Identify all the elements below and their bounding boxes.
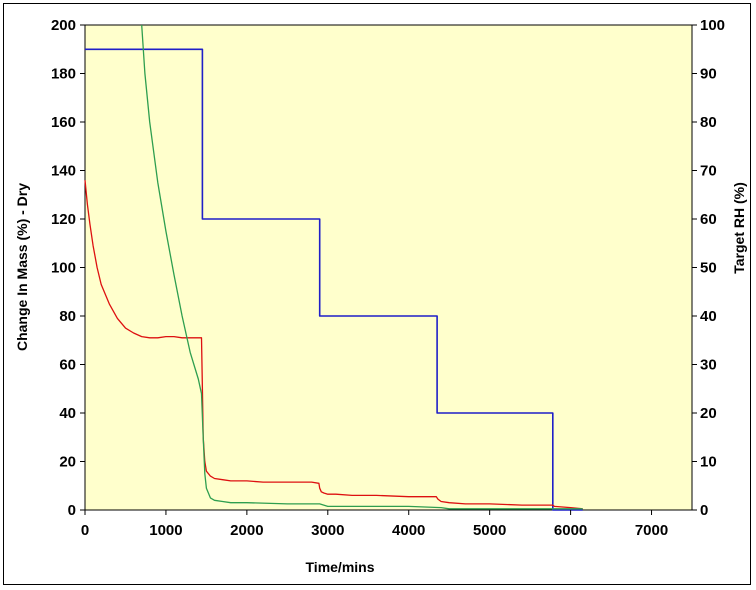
series-line-0 bbox=[85, 48, 583, 511]
y-right-tick-label: 0 bbox=[700, 502, 708, 519]
x-tick-label: 6000 bbox=[554, 522, 587, 539]
y-left-tick-label: 120 bbox=[51, 211, 76, 228]
y-right-tick-label: 50 bbox=[700, 260, 717, 277]
y-right-tick-label: 60 bbox=[700, 211, 717, 228]
y-left-tick-label: 140 bbox=[51, 163, 76, 180]
x-tick-label: 3000 bbox=[311, 522, 344, 539]
x-tick-label: 2000 bbox=[230, 522, 263, 539]
y-axis-right-title: Target RH (%) bbox=[731, 182, 747, 274]
y-left-tick-label: 80 bbox=[59, 308, 76, 325]
y-left-tick-label: 40 bbox=[59, 405, 76, 422]
y-right-tick-label: 40 bbox=[700, 308, 717, 325]
x-tick-label: 5000 bbox=[473, 522, 506, 539]
series-line-1 bbox=[84, 180, 583, 510]
series-layer bbox=[84, 24, 583, 511]
x-tick-label: 4000 bbox=[392, 522, 425, 539]
y-left-tick-label: 0 bbox=[68, 502, 76, 519]
plot-area bbox=[84, 24, 693, 511]
y-axis-left-title: Change In Mass (%) - Dry bbox=[14, 183, 30, 351]
y-left-tick-label: 100 bbox=[51, 260, 76, 277]
y-right-tick-label: 70 bbox=[700, 163, 717, 180]
ticks-layer: 0 1000 2000 3000 4000 5000 6000 700002040608010… bbox=[51, 17, 725, 539]
series-line-2 bbox=[141, 24, 583, 510]
y-left-tick-label: 200 bbox=[51, 17, 76, 34]
y-left-tick-label: 60 bbox=[59, 357, 76, 374]
y-right-tick-label: 100 bbox=[700, 17, 725, 34]
y-right-tick-label: 80 bbox=[700, 114, 717, 131]
x-tick-label: 0 bbox=[81, 522, 89, 539]
y-right-tick-label: 90 bbox=[700, 66, 717, 83]
x-axis-title: Time/mins bbox=[306, 559, 375, 575]
x-tick-label: 7000 bbox=[635, 522, 668, 539]
y-right-tick-label: 10 bbox=[700, 454, 717, 471]
y-right-tick-label: 30 bbox=[700, 357, 717, 374]
y-left-tick-label: 20 bbox=[59, 454, 76, 471]
y-right-tick-label: 20 bbox=[700, 405, 717, 422]
y-left-tick-label: 180 bbox=[51, 66, 76, 83]
x-tick-label: 1000 bbox=[149, 522, 182, 539]
y-left-tick-label: 160 bbox=[51, 114, 76, 131]
